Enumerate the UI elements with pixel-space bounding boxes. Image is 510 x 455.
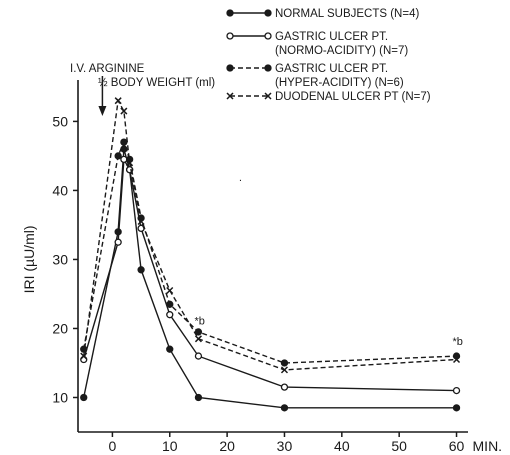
x-tick-label: 60 [449, 438, 465, 454]
legend-marker [226, 64, 234, 72]
data-point [452, 404, 461, 412]
data-point [280, 404, 289, 412]
data-point [114, 152, 122, 160]
legend-label: GASTRIC ULCER PT. [275, 31, 388, 43]
y-tick-label: 30 [52, 251, 68, 267]
dose-annotation: ½ BODY WEIGHT (ml) [98, 77, 215, 89]
data-point [280, 366, 289, 374]
data-point [452, 386, 461, 395]
legend-item: NORMAL SUBJECTS (N=4) [226, 8, 419, 20]
x-tick-label: 30 [277, 438, 293, 454]
significance-marker: *b [194, 315, 204, 327]
data-point [194, 393, 203, 402]
legend-marker [226, 32, 234, 40]
series-line [83, 156, 457, 392]
x-tick-label: 0 [109, 438, 117, 454]
legend-label: (HYPER-ACIDITY) (N=6) [275, 77, 404, 89]
series-2 [80, 138, 461, 367]
data-point [114, 238, 122, 246]
significance-marker: *b [453, 336, 463, 348]
data-point [452, 355, 461, 364]
series-0 [80, 145, 461, 412]
legend-label: GASTRIC ULCER PT. [275, 63, 388, 75]
y-tick-label: 10 [52, 389, 68, 405]
annotations: I.V. ARGININE ½ BODY WEIGHT (ml) *b *b · [70, 63, 463, 348]
legend-marker [264, 64, 272, 72]
data-point [120, 107, 128, 115]
y-tick-label: 50 [52, 113, 68, 129]
series-line [83, 98, 457, 371]
arginine-annotation: I.V. ARGININE [70, 63, 145, 75]
data-point [166, 345, 174, 353]
legend-label: (NORMO-ACIDITY) (N=7) [275, 45, 408, 57]
data-point [280, 383, 289, 391]
data-point [80, 393, 88, 402]
x-axis-title: MIN. [473, 438, 503, 454]
legend-item: GASTRIC ULCER PT. (HYPER-ACIDITY) (N=6) [226, 63, 404, 89]
x-tick-label: 50 [391, 438, 407, 454]
data-point [166, 300, 174, 308]
series-3 [80, 97, 461, 374]
series-layer [80, 97, 461, 412]
data-point [166, 311, 174, 319]
data-point [194, 328, 203, 336]
legend-item: DUODENAL ULCER PT (N=7) [226, 91, 431, 103]
x-tick-label: 40 [334, 438, 350, 454]
legend-marker [264, 92, 272, 100]
data-point [280, 359, 289, 367]
data-point [194, 335, 202, 343]
data-point [80, 352, 88, 360]
legend-marker [226, 9, 234, 17]
data-point [126, 159, 134, 167]
legend-label: DUODENAL ULCER PT (N=7) [275, 91, 431, 103]
series-line [83, 148, 457, 409]
legend-marker [264, 32, 272, 40]
data-point [166, 286, 174, 295]
y-tick-label: 20 [52, 320, 68, 336]
x-tick-label: 10 [162, 438, 178, 454]
stray-mark: · [239, 175, 243, 187]
data-point [114, 97, 122, 105]
legend-item: GASTRIC ULCER PT. (NORMO-ACIDITY) (N=7) [226, 31, 408, 57]
data-point [120, 138, 128, 146]
legend: NORMAL SUBJECTS (N=4) GASTRIC ULCER PT. (N… [226, 8, 431, 103]
y-axis-title: IRI (µU/ml) [21, 225, 37, 293]
legend-label: NORMAL SUBJECTS (N=4) [275, 8, 419, 20]
legend-marker [264, 9, 272, 17]
injection-arrowhead [98, 106, 107, 116]
data-point [137, 217, 145, 226]
data-point [194, 352, 203, 360]
y-tick-label: 40 [52, 182, 68, 198]
axes: 10 20 30 40 50 0 10 20 30 40 50 60 MIN. IRI (µU/ml) [21, 80, 502, 454]
data-point [137, 266, 145, 274]
legend-marker [226, 92, 234, 100]
x-tick-label: 20 [219, 438, 235, 454]
